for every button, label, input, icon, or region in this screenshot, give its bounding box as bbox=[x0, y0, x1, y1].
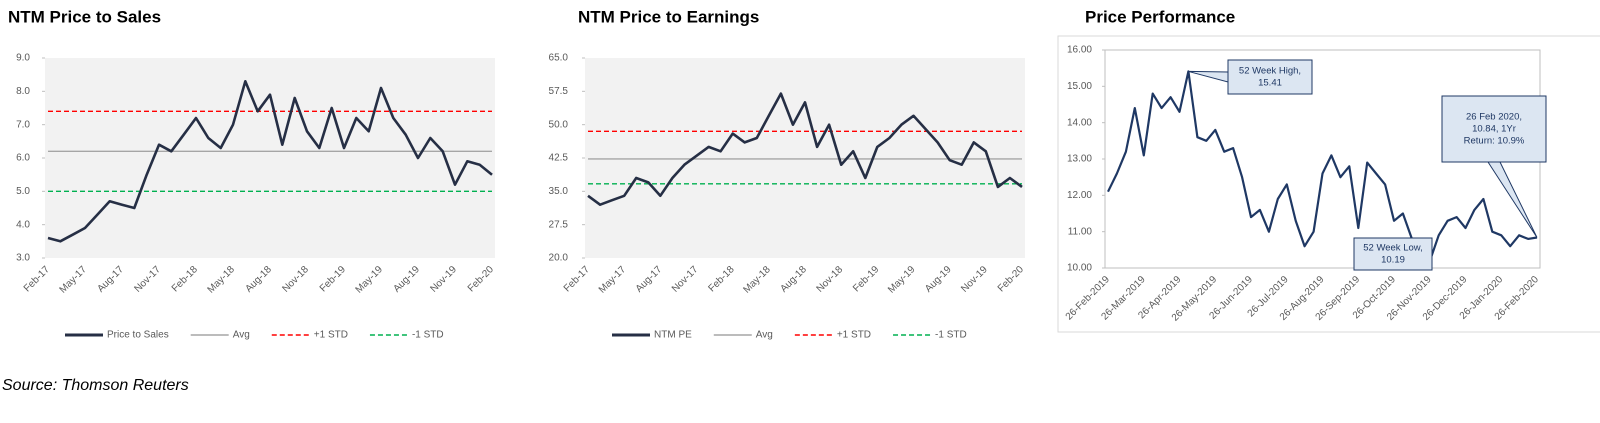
y-tick-label: 14.00 bbox=[1067, 117, 1092, 128]
callout-box bbox=[1227, 59, 1313, 95]
x-tick-label: Nov-19 bbox=[428, 264, 459, 295]
x-tick-label: Aug-17 bbox=[634, 264, 665, 295]
line-series bbox=[1107, 70, 1538, 263]
x-tick-label: Aug-18 bbox=[778, 264, 809, 295]
x-tick-label: Nov-18 bbox=[280, 264, 311, 295]
annotation: Return: 10.9% bbox=[1464, 136, 1525, 147]
y-tick-label: 57.5 bbox=[549, 86, 569, 97]
legend-label: -1 STD bbox=[935, 330, 967, 341]
y-tick-label: 9.0 bbox=[16, 53, 30, 64]
legend-label: Avg bbox=[233, 330, 250, 341]
x-tick-label: Feb-20 bbox=[466, 264, 496, 294]
legend-label: Avg bbox=[756, 330, 773, 341]
y-tick-label: 65.0 bbox=[549, 53, 569, 64]
legend-label: +1 STD bbox=[314, 330, 348, 341]
callout-box bbox=[1441, 95, 1547, 163]
y-tick-label: 27.5 bbox=[549, 219, 569, 230]
x-tick-label: May-17 bbox=[597, 264, 629, 296]
chart-title: NTM Price to Sales bbox=[8, 7, 161, 26]
x-tick-label: May-19 bbox=[354, 264, 386, 296]
y-tick-label: 10.00 bbox=[1067, 263, 1092, 274]
source: Source: Thomson Reuters bbox=[2, 377, 189, 394]
x-tick-label: Aug-19 bbox=[391, 264, 422, 295]
x-tick-label: Feb-18 bbox=[706, 264, 736, 294]
x-tick-label: Feb-17 bbox=[562, 264, 592, 294]
x-tick-label: Feb-19 bbox=[318, 264, 348, 294]
legend-label: Price to Sales bbox=[107, 330, 169, 341]
plot-area bbox=[45, 58, 495, 258]
x-tick-label: Nov-19 bbox=[959, 264, 990, 295]
line-series bbox=[587, 92, 1023, 206]
y-tick-label: 15.00 bbox=[1067, 81, 1092, 92]
x-tick-label: Feb-18 bbox=[170, 264, 200, 294]
chart-title: NTM Price to Earnings bbox=[578, 7, 759, 26]
x-tick-label: Nov-17 bbox=[132, 264, 163, 295]
annotation: 10.19 bbox=[1381, 255, 1405, 266]
y-tick-label: 3.0 bbox=[16, 253, 30, 264]
x-tick-label: May-18 bbox=[741, 264, 773, 296]
x-tick-label: May-19 bbox=[886, 264, 918, 296]
x-tick-label: Aug-17 bbox=[95, 264, 126, 295]
x-tick-label: Feb-17 bbox=[22, 264, 52, 294]
legend-label: -1 STD bbox=[412, 330, 444, 341]
x-tick-label: Feb-20 bbox=[996, 264, 1026, 294]
callout-box bbox=[1353, 237, 1433, 271]
legend-label: NTM PE bbox=[654, 330, 692, 341]
y-tick-label: 4.0 bbox=[16, 219, 30, 230]
plot-area bbox=[585, 58, 1025, 258]
y-tick-label: 20.0 bbox=[549, 253, 569, 264]
annotation: 26 Feb 2020, bbox=[1466, 112, 1522, 123]
x-tick-label: Nov-17 bbox=[670, 264, 701, 295]
y-tick-label: 12.00 bbox=[1067, 190, 1092, 201]
y-tick-label: 6.0 bbox=[16, 153, 30, 164]
annotation: 52 Week High, bbox=[1239, 66, 1301, 77]
line-series bbox=[47, 80, 493, 243]
y-tick-label: 35.0 bbox=[549, 186, 569, 197]
legend-label: +1 STD bbox=[837, 330, 871, 341]
x-tick-label: Nov-18 bbox=[815, 264, 846, 295]
x-tick-label: Aug-19 bbox=[923, 264, 954, 295]
x-tick-label: Aug-18 bbox=[243, 264, 274, 295]
annotation: 15.41 bbox=[1258, 78, 1282, 89]
y-tick-label: 50.0 bbox=[549, 119, 569, 130]
chart-title: Price Performance bbox=[1085, 7, 1235, 26]
y-tick-label: 13.00 bbox=[1067, 154, 1092, 165]
annotation: 52 Week Low, bbox=[1363, 243, 1423, 254]
y-tick-label: 5.0 bbox=[16, 186, 30, 197]
y-tick-label: 42.5 bbox=[549, 153, 569, 164]
x-tick-label: Feb-19 bbox=[851, 264, 881, 294]
y-tick-label: 7.0 bbox=[16, 119, 30, 130]
y-tick-label: 11.00 bbox=[1068, 226, 1093, 237]
annotation: 10.84, 1Yr bbox=[1472, 124, 1516, 135]
x-tick-label: May-17 bbox=[58, 264, 90, 296]
x-tick-label: May-18 bbox=[206, 264, 238, 296]
y-tick-label: 16.00 bbox=[1067, 45, 1092, 56]
y-tick-label: 8.0 bbox=[16, 86, 30, 97]
